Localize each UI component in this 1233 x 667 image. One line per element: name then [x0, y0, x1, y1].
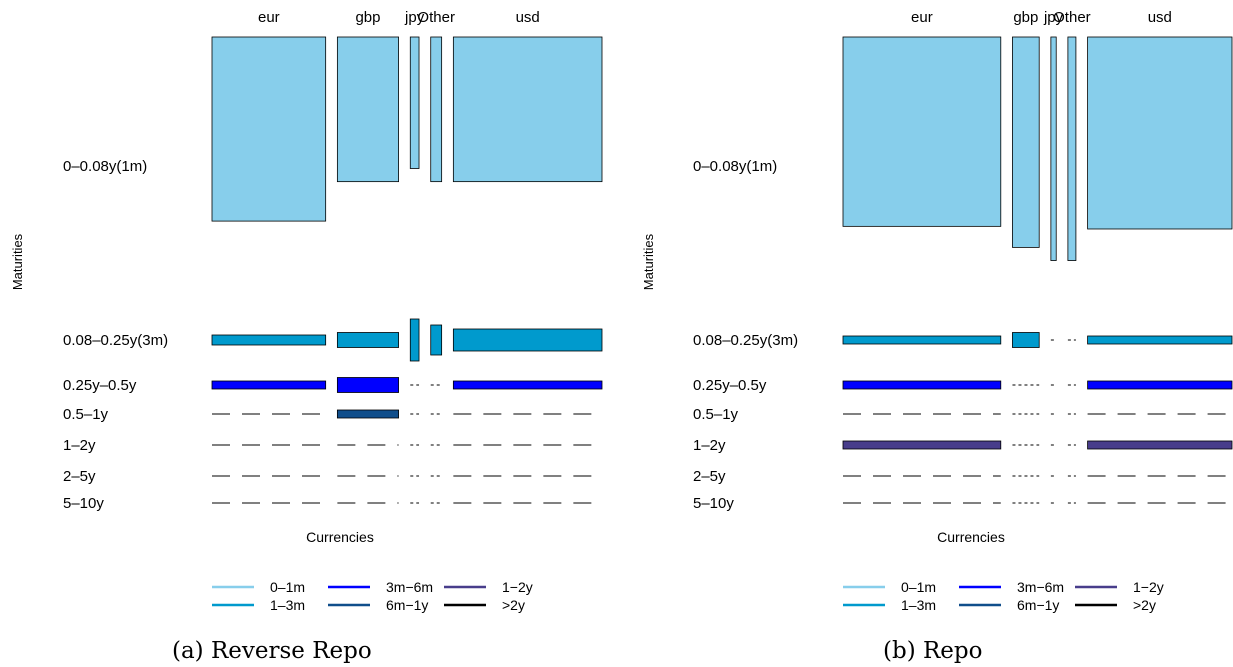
maturity-label-2: 0.25y–0.5y — [63, 377, 137, 394]
maturity-label-5: 2–5y — [63, 468, 96, 485]
category-label-jpy: jpy — [404, 9, 425, 26]
cell-usd-1 — [452, 328, 603, 352]
y-axis-title: Maturities — [10, 233, 25, 290]
legend-label-0-1m: 0–1m — [270, 579, 305, 595]
legend-label-6m-1y: 6m−1y — [386, 597, 428, 613]
panel-caption: (b) Repo — [883, 638, 982, 664]
cell-other-0 — [1067, 36, 1077, 261]
cell-eur-0 — [842, 36, 1002, 227]
cell-jpy-0 — [1050, 36, 1057, 261]
cell-eur-0 — [211, 36, 327, 222]
legend-label-1-3m: 1–3m — [270, 597, 305, 613]
cell-usd-1 — [1087, 335, 1233, 345]
maturity-label-5: 2–5y — [693, 468, 726, 485]
maturity-label-4: 1–2y — [63, 437, 96, 454]
cell-eur-1 — [211, 334, 327, 346]
maturity-label-3: 0.5–1y — [693, 406, 739, 423]
cell-usd-2 — [1087, 380, 1233, 390]
cell-other-0 — [430, 36, 443, 183]
cell-usd-2 — [452, 380, 603, 390]
legend-label-1-3m: 1–3m — [901, 597, 936, 613]
legend-label-0-1m: 0–1m — [901, 579, 936, 595]
maturity-label-2: 0.25y–0.5y — [693, 377, 767, 394]
cell-jpy-1 — [409, 318, 420, 362]
maturity-label-6: 5–10y — [693, 495, 734, 512]
cell-eur-2 — [842, 380, 1002, 390]
x-axis-title: Currencies — [306, 529, 374, 545]
maturity-label-0: 0–0.08y(1m) — [63, 158, 147, 175]
cell-usd-0 — [452, 36, 603, 183]
category-label-gbp: gbp — [355, 9, 380, 26]
cell-eur-2 — [211, 380, 327, 390]
legend-label-6m-1y: 6m−1y — [1017, 597, 1059, 613]
category-label-usd: usd — [516, 9, 540, 26]
cell-gbp-1 — [1012, 332, 1040, 348]
cell-gbp-0 — [1012, 36, 1040, 248]
legend-label-1-2y: 1−2y — [1133, 579, 1164, 595]
cell-gbp-3 — [336, 409, 399, 419]
legend-label-2y: >2y — [1133, 597, 1156, 613]
cell-usd-4 — [1087, 440, 1233, 450]
cell-eur-1 — [842, 335, 1002, 345]
legend-label-3m-6m: 3m−6m — [1017, 579, 1064, 595]
category-label-usd: usd — [1148, 9, 1172, 26]
category-label-other: Other — [417, 9, 455, 26]
maturity-label-1: 0.08–0.25y(3m) — [63, 332, 168, 349]
maturity-label-3: 0.5–1y — [63, 406, 109, 423]
category-label-jpy: jpy — [1043, 9, 1064, 26]
maturity-label-1: 0.08–0.25y(3m) — [693, 332, 798, 349]
legend-label-3m-6m: 3m−6m — [386, 579, 433, 595]
legend-label-2y: >2y — [502, 597, 525, 613]
legend-label-1-2y: 1−2y — [502, 579, 533, 595]
x-axis-title: Currencies — [937, 529, 1005, 545]
cell-gbp-0 — [336, 36, 399, 183]
category-label-gbp: gbp — [1013, 9, 1038, 26]
cell-usd-0 — [1087, 36, 1233, 230]
category-label-eur: eur — [911, 9, 933, 26]
category-label-eur: eur — [258, 9, 280, 26]
maturity-label-0: 0–0.08y(1m) — [693, 158, 777, 175]
maturity-label-6: 5–10y — [63, 495, 104, 512]
panel-caption: (a) Reverse Repo — [172, 638, 372, 664]
cell-eur-4 — [842, 440, 1002, 450]
maturity-label-4: 1–2y — [693, 437, 726, 454]
cell-gbp-1 — [336, 332, 399, 348]
y-axis-title: Maturities — [641, 233, 656, 290]
cell-other-1 — [430, 324, 443, 356]
cell-gbp-2 — [336, 377, 399, 393]
category-label-other: Other — [1053, 9, 1091, 26]
cell-jpy-0 — [409, 36, 420, 169]
